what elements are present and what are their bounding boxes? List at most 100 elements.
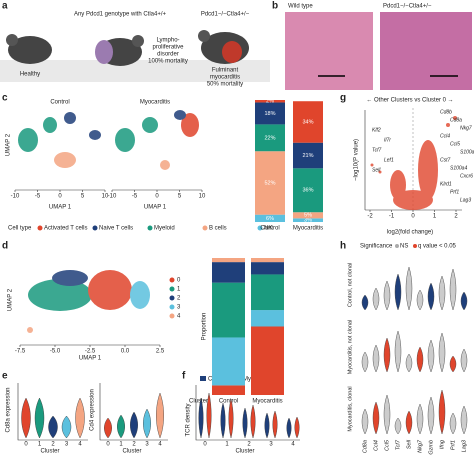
gene-label: Tcf7 bbox=[395, 439, 401, 450]
bar-segment bbox=[255, 214, 285, 222]
violin bbox=[394, 273, 402, 311]
violin bbox=[130, 411, 138, 439]
x-tick-label: 0 bbox=[106, 442, 110, 448]
violin bbox=[438, 389, 446, 435]
bar-segment bbox=[255, 124, 285, 152]
x-tick-label: 2 bbox=[132, 442, 136, 448]
x-tick-label: 3 bbox=[269, 442, 273, 448]
x-tick-label: 0.0 bbox=[121, 349, 130, 355]
panel-letter: b bbox=[272, 1, 278, 12]
x-tick-label: -2 bbox=[367, 214, 373, 220]
row-label: Control, not clonal bbox=[347, 263, 353, 307]
x-tick-label: 3 bbox=[65, 442, 69, 448]
x-tick-label: -7.5 bbox=[15, 349, 26, 355]
violin bbox=[394, 417, 402, 435]
bar-segment bbox=[251, 310, 284, 327]
legend-label: NS bbox=[400, 244, 408, 250]
x-tick-label: 2 bbox=[51, 442, 55, 448]
label: Lympho- bbox=[156, 38, 179, 44]
x-tick-label: -5 bbox=[35, 194, 41, 200]
bar-segment bbox=[255, 100, 285, 103]
bar-segment bbox=[251, 274, 284, 311]
violin bbox=[449, 355, 457, 373]
bar-segment bbox=[251, 262, 284, 275]
axis-label: log2(fold change) bbox=[387, 230, 433, 236]
gene-label: Ccl5 bbox=[450, 141, 460, 147]
gene-label: Cst7 bbox=[440, 157, 451, 163]
legend-label: 1 bbox=[177, 287, 181, 293]
violin bbox=[372, 401, 380, 435]
gene-label: Prf1 bbox=[450, 189, 459, 195]
panel-letter: c bbox=[2, 93, 8, 104]
legend-swatch bbox=[92, 225, 98, 231]
x-tick-label: 2.5 bbox=[156, 349, 165, 355]
x-tick-label: 3 bbox=[145, 442, 149, 448]
value-label: 18% bbox=[264, 111, 275, 117]
violin bbox=[361, 351, 369, 373]
axis bbox=[17, 383, 88, 441]
legend-swatch bbox=[37, 225, 43, 231]
value-label: 36% bbox=[302, 188, 313, 194]
histology-image bbox=[380, 12, 472, 90]
x-tick-label: 1 bbox=[119, 442, 123, 448]
bar-segment bbox=[255, 102, 285, 125]
gene-label: Nkg7 bbox=[417, 439, 423, 453]
legend-swatch bbox=[169, 286, 175, 292]
gene-label: Klrd1 bbox=[440, 181, 452, 187]
gene-label: Sell bbox=[406, 439, 412, 449]
violin bbox=[405, 266, 413, 311]
violin bbox=[220, 402, 226, 439]
legend-label: B cells bbox=[209, 226, 227, 232]
x-tick-label: 4 bbox=[158, 442, 162, 448]
x-tick-label: -1 bbox=[389, 214, 395, 220]
violin bbox=[449, 268, 457, 311]
violin bbox=[383, 337, 391, 373]
histology-image bbox=[285, 12, 373, 90]
violin bbox=[21, 397, 31, 439]
gene-label: Tcf7 bbox=[372, 147, 381, 153]
legend-label: 4 bbox=[177, 314, 181, 320]
x-tick-label: 5 bbox=[178, 194, 182, 200]
panel-letter: h bbox=[340, 241, 346, 252]
x-tick-label: -10 bbox=[108, 194, 117, 200]
gene-label: Ccl5 bbox=[384, 439, 390, 451]
violin bbox=[34, 397, 45, 439]
gene-label: Gzmb bbox=[428, 440, 434, 455]
legend-title: Cell type bbox=[8, 226, 32, 232]
x-tick-label: 4 bbox=[78, 442, 82, 448]
violin bbox=[361, 408, 369, 435]
axis-label: −log10(P value) bbox=[354, 139, 360, 181]
gene-label: Cd8a bbox=[362, 440, 368, 453]
violin bbox=[460, 291, 468, 311]
x-tick-label: Control bbox=[260, 226, 279, 232]
legend-swatch bbox=[169, 295, 175, 301]
gene-label: Lag3 bbox=[460, 197, 471, 203]
violin bbox=[272, 410, 278, 439]
x-tick-label: Control bbox=[219, 399, 238, 405]
violin bbox=[416, 403, 424, 435]
axis-label: Cd4 expression bbox=[90, 389, 96, 431]
label: Any Pdcd1 genotype with Ctla4+/+ bbox=[74, 12, 167, 18]
volcano-points bbox=[370, 116, 457, 210]
bar-segment bbox=[293, 212, 323, 219]
gene-label: Ifng bbox=[439, 439, 445, 449]
axis-label: UMAP 1 bbox=[144, 205, 167, 211]
violin bbox=[48, 415, 58, 439]
x-tick-label: 1 bbox=[225, 442, 229, 448]
bar-segment bbox=[293, 101, 323, 143]
panel-letter: a bbox=[2, 1, 8, 12]
x-tick-label: 0 bbox=[155, 194, 159, 200]
label: Healthy bbox=[20, 72, 40, 78]
violin bbox=[427, 282, 435, 311]
value-label: 52% bbox=[264, 180, 275, 186]
x-tick-label: 0 bbox=[24, 442, 28, 448]
x-tick-label: 10 bbox=[199, 194, 206, 200]
legend-label: Activated T cells bbox=[44, 226, 87, 232]
x-tick-label: 2 bbox=[247, 442, 251, 448]
violin bbox=[143, 408, 151, 439]
row-label: Myocarditis, clonal bbox=[347, 386, 353, 431]
violin bbox=[198, 397, 204, 439]
violin bbox=[460, 348, 468, 373]
legend-label: Naive T cells bbox=[99, 226, 133, 232]
x-tick-label: 2 bbox=[454, 214, 458, 220]
